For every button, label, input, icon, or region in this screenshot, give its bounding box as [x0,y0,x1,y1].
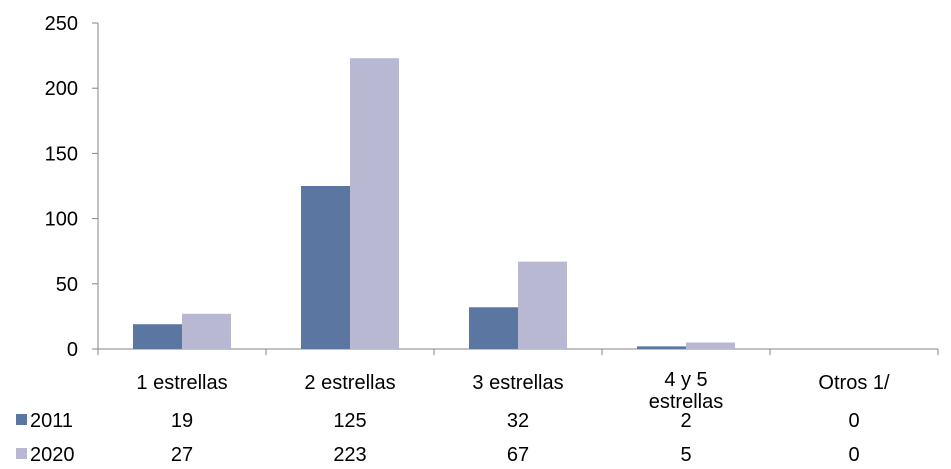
legend-label-2011: 2011 [30,410,73,432]
x-category-label: Otros 1/ [818,372,890,394]
table-cell: 19 [171,410,193,432]
x-category-label: 2 estrellas [304,372,395,394]
bar-2011 [637,346,686,349]
x-category-label: 3 estrellas [472,372,563,394]
table-cell: 0 [848,410,859,432]
table-cell: 223 [333,444,366,466]
table-cell: 2 [680,410,691,432]
y-tick-label: 100 [45,209,78,231]
bar-2020 [350,58,399,349]
y-tick-label: 200 [45,78,78,100]
table-cell: 125 [333,410,366,432]
table-cell: 67 [507,444,529,466]
table-cell: 27 [171,444,193,466]
legend-swatch-2020 [16,448,27,459]
bar-2020 [686,342,735,349]
y-tick-label: 50 [56,274,78,296]
y-tick-label: 0 [67,339,78,361]
y-tick-label: 150 [45,143,78,165]
table-cell: 32 [507,410,529,432]
bars [133,58,735,349]
legend-swatch-2011 [16,414,27,425]
bar-2011 [133,324,182,349]
legend-label-2020: 2020 [30,444,75,466]
bar-2011 [469,307,518,349]
bar-2020 [182,313,231,349]
table-cell: 0 [848,444,859,466]
table-cell: 5 [680,444,691,466]
x-category-label: 4 y 5 estrellas [649,369,723,413]
x-category-labels: 1 estrellas 2 estrellas 3 estrellas 4 y 5 es… [136,369,890,413]
axes [92,22,939,355]
x-category-label: 1 estrellas [136,372,227,394]
bar-2020 [518,261,567,349]
y-tick-label: 250 [45,13,78,35]
bar-2011 [301,186,350,349]
y-tick-labels: 0 50 100 150 200 250 [45,13,78,361]
